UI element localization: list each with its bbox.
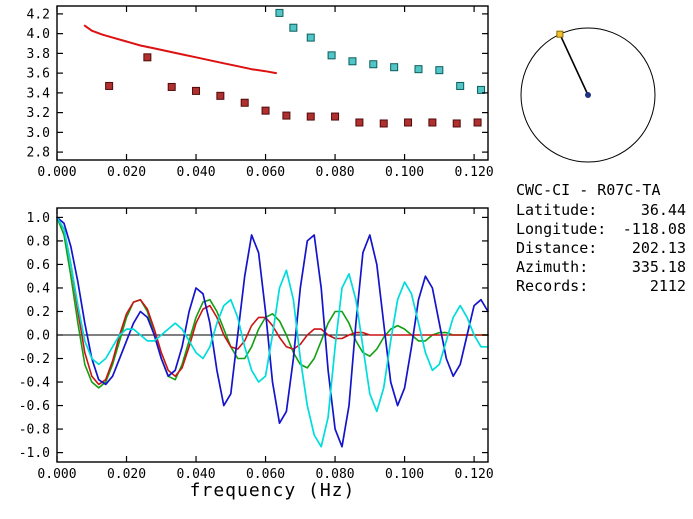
- x-tick-label: 0.000: [37, 165, 76, 180]
- info-row-azimuth: Azimuth: 335.18: [516, 258, 686, 277]
- y-tick-label: -0.6: [19, 399, 50, 414]
- y-tick-label: 0.8: [27, 234, 50, 249]
- reference-dispersion-curve: [83, 24, 277, 75]
- y-tick-label: -0.8: [19, 423, 50, 438]
- center-station-dot: [585, 92, 591, 98]
- phase-velocity-picks: [275, 8, 486, 94]
- y-tick-label: 3.2: [27, 106, 50, 121]
- station-marker: [556, 30, 564, 38]
- x-tick-label: 0.060: [246, 467, 285, 482]
- waveform-cyan: [56, 216, 489, 448]
- group-velocity-picks: [105, 53, 482, 128]
- dispersion-panel[interactable]: 0.000 0.020 0.040 0.060 0.080 0.100 0.120 2.8 3.…: [0, 0, 500, 190]
- x-tick-label: 0.020: [107, 467, 146, 482]
- azimuth-circle-diagram: [520, 27, 656, 163]
- waveform-red: [56, 216, 489, 386]
- x-tick-label: 0.020: [107, 165, 146, 180]
- info-label: Azimuth:: [516, 258, 589, 276]
- plot-frame: [56, 5, 489, 161]
- y-tick-label: 3.4: [27, 86, 51, 101]
- y-tick-label: -1.0: [19, 446, 50, 461]
- y-tick-label: 2.8: [27, 146, 50, 161]
- info-label: Records:: [516, 277, 589, 295]
- y-tick-label: -0.2: [19, 352, 50, 367]
- info-label: Latitude:: [516, 201, 598, 219]
- station-pair-title: CWC-CI - R07C-TA: [516, 181, 661, 199]
- x-tick-label: 0.120: [455, 165, 494, 180]
- info-label: Longitude:: [516, 220, 607, 238]
- x-tick-label: 0.100: [385, 467, 424, 482]
- info-value: 36.44: [640, 201, 686, 219]
- x-tick-label: 0.040: [176, 165, 215, 180]
- x-tick-label: 0.080: [315, 467, 354, 482]
- y-tick-label: 4.0: [27, 27, 50, 42]
- info-value: -118.08: [622, 220, 686, 238]
- y-tick-label: 1.0: [27, 211, 50, 226]
- azimuth-line: [559, 33, 589, 96]
- x-tick-label: 0.000: [37, 467, 76, 482]
- x-tick-label: 0.120: [455, 467, 494, 482]
- y-tick-label: 3.0: [27, 126, 50, 141]
- y-tick-label: 0.0: [27, 329, 50, 344]
- x-tick-label: 0.060: [246, 165, 285, 180]
- x-tick-label: 0.080: [315, 165, 354, 180]
- y-tick-label: 0.2: [27, 305, 50, 320]
- info-row-longitude: Longitude: -118.08: [516, 220, 686, 239]
- info-row-distance: Distance: 202.13: [516, 239, 686, 258]
- y-tick-label: 3.6: [27, 67, 50, 82]
- y-tick-label: 4.2: [27, 7, 50, 22]
- info-value: 335.18: [631, 258, 686, 276]
- waveform-green: [56, 216, 489, 389]
- x-tick-label: 0.100: [385, 165, 424, 180]
- y-tick-label: 0.4: [27, 281, 51, 296]
- y-tick-label: -0.4: [19, 376, 50, 391]
- info-row-latitude: Latitude: 36.44: [516, 201, 686, 220]
- y-tick-label: 0.6: [27, 258, 50, 273]
- info-row-records: Records: 2112: [516, 277, 686, 296]
- station-info: CWC-CI - R07C-TA Latitude: 36.44 Longitu…: [516, 181, 686, 296]
- x-axis-label: frequency (Hz): [189, 480, 356, 501]
- y-tick-label: 3.8: [27, 47, 50, 62]
- info-value: 202.13: [631, 239, 686, 257]
- x-tick-label: 0.040: [176, 467, 215, 482]
- info-value: 2112: [649, 277, 686, 295]
- info-label: Distance:: [516, 239, 598, 257]
- azimuth-circle: [520, 27, 656, 163]
- waveform-panel[interactable]: 0.000 0.020 0.040 0.060 0.080 0.100 0.120 -1.0 -…: [0, 190, 500, 485]
